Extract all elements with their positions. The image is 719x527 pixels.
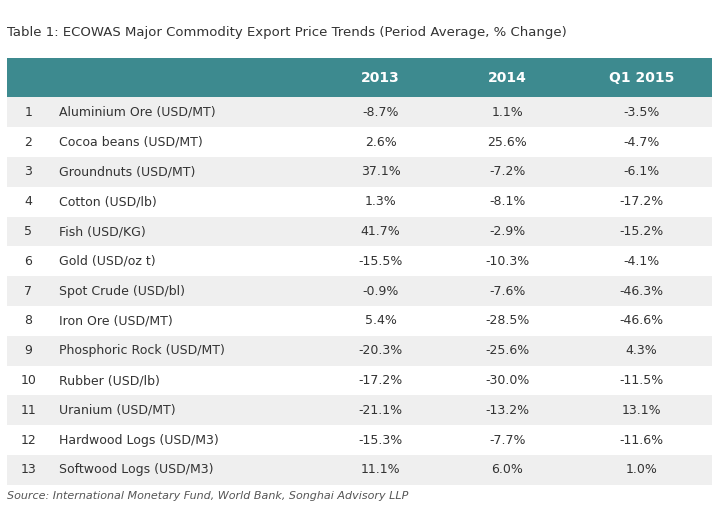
Text: 2.6%: 2.6% [365, 135, 396, 149]
Text: Uranium (USD/MT): Uranium (USD/MT) [59, 404, 175, 417]
Text: 1.0%: 1.0% [626, 463, 657, 476]
Text: Q1 2015: Q1 2015 [609, 71, 674, 85]
Text: -10.3%: -10.3% [485, 255, 530, 268]
Text: Rubber (USD/lb): Rubber (USD/lb) [59, 374, 160, 387]
Text: 3: 3 [24, 165, 32, 179]
Text: 37.1%: 37.1% [361, 165, 400, 179]
Text: 1: 1 [24, 106, 32, 119]
Text: -8.1%: -8.1% [490, 196, 526, 208]
Text: 8: 8 [24, 315, 32, 327]
Text: Softwood Logs (USD/M3): Softwood Logs (USD/M3) [59, 463, 214, 476]
Text: -30.0%: -30.0% [485, 374, 530, 387]
Text: -17.2%: -17.2% [359, 374, 403, 387]
Text: 12: 12 [20, 434, 36, 447]
Text: 13: 13 [20, 463, 36, 476]
Text: -15.5%: -15.5% [359, 255, 403, 268]
Text: 2: 2 [24, 135, 32, 149]
Text: -21.1%: -21.1% [359, 404, 403, 417]
Text: Cotton (USD/lb): Cotton (USD/lb) [59, 196, 157, 208]
Text: -7.7%: -7.7% [489, 434, 526, 447]
Text: -15.3%: -15.3% [359, 434, 403, 447]
Text: 1.3%: 1.3% [365, 196, 396, 208]
Text: -7.6%: -7.6% [490, 285, 526, 298]
Text: -28.5%: -28.5% [485, 315, 530, 327]
Text: 13.1%: 13.1% [621, 404, 661, 417]
Text: -7.2%: -7.2% [490, 165, 526, 179]
Text: -17.2%: -17.2% [619, 196, 664, 208]
Text: -15.2%: -15.2% [619, 225, 664, 238]
Text: 4: 4 [24, 196, 32, 208]
Text: 7: 7 [24, 285, 32, 298]
Text: 6.0%: 6.0% [492, 463, 523, 476]
Text: Phosphoric Rock (USD/MT): Phosphoric Rock (USD/MT) [59, 344, 225, 357]
Text: -8.7%: -8.7% [362, 106, 399, 119]
Text: 11.1%: 11.1% [361, 463, 400, 476]
Text: -25.6%: -25.6% [485, 344, 530, 357]
Text: 11: 11 [20, 404, 36, 417]
Text: 5.4%: 5.4% [365, 315, 397, 327]
Text: Spot Crude (USD/bl): Spot Crude (USD/bl) [59, 285, 185, 298]
Text: 41.7%: 41.7% [361, 225, 400, 238]
Text: 2014: 2014 [488, 71, 527, 85]
Text: -6.1%: -6.1% [623, 165, 659, 179]
Text: Table 1: ECOWAS Major Commodity Export Price Trends (Period Average, % Change): Table 1: ECOWAS Major Commodity Export P… [7, 26, 567, 40]
Text: 9: 9 [24, 344, 32, 357]
Text: 6: 6 [24, 255, 32, 268]
Text: -20.3%: -20.3% [359, 344, 403, 357]
Text: 5: 5 [24, 225, 32, 238]
Text: -46.3%: -46.3% [619, 285, 664, 298]
Text: 2013: 2013 [361, 71, 400, 85]
Text: 4.3%: 4.3% [626, 344, 657, 357]
Text: 25.6%: 25.6% [487, 135, 527, 149]
Text: Source: International Monetary Fund, World Bank, Songhai Advisory LLP: Source: International Monetary Fund, Wor… [7, 491, 408, 501]
Text: Fish (USD/KG): Fish (USD/KG) [59, 225, 145, 238]
Text: -13.2%: -13.2% [485, 404, 529, 417]
Text: Cocoa beans (USD/MT): Cocoa beans (USD/MT) [59, 135, 203, 149]
Text: Groundnuts (USD/MT): Groundnuts (USD/MT) [59, 165, 195, 179]
Text: Aluminium Ore (USD/MT): Aluminium Ore (USD/MT) [59, 106, 216, 119]
Text: -0.9%: -0.9% [362, 285, 399, 298]
Text: 10: 10 [20, 374, 36, 387]
Text: -2.9%: -2.9% [490, 225, 526, 238]
Text: -11.6%: -11.6% [619, 434, 664, 447]
Text: -3.5%: -3.5% [623, 106, 659, 119]
Text: 1.1%: 1.1% [492, 106, 523, 119]
Text: Gold (USD/oz t): Gold (USD/oz t) [59, 255, 155, 268]
Text: -46.6%: -46.6% [619, 315, 664, 327]
Text: -4.7%: -4.7% [623, 135, 659, 149]
Text: Hardwood Logs (USD/M3): Hardwood Logs (USD/M3) [59, 434, 219, 447]
Text: -4.1%: -4.1% [623, 255, 659, 268]
Text: -11.5%: -11.5% [619, 374, 664, 387]
Text: Iron Ore (USD/MT): Iron Ore (USD/MT) [59, 315, 173, 327]
